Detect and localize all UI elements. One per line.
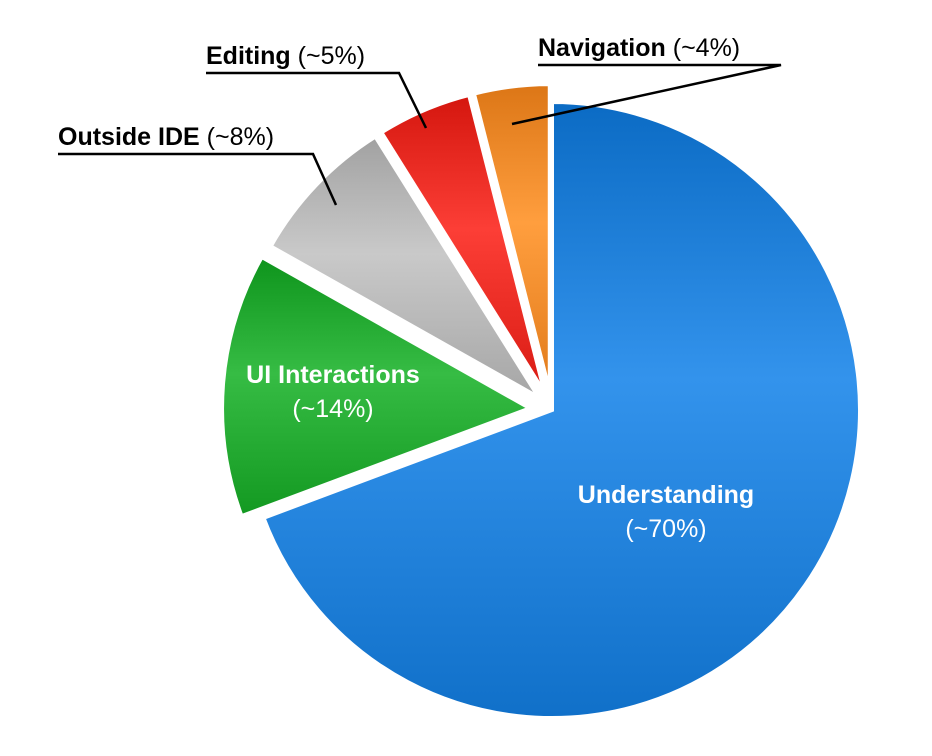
slices-layer	[220, 82, 862, 720]
leader-lines-layer	[58, 63, 782, 206]
slice-ui-interactions	[220, 254, 535, 519]
label-pct-ui-interactions: (~14%)	[292, 395, 373, 423]
slice-editing	[378, 92, 547, 395]
label-navigation: Navigation (~4%)	[538, 34, 740, 62]
label-pct-understanding: (~70%)	[625, 515, 706, 543]
leader-line-editing	[206, 71, 428, 129]
slice-outside-ide	[267, 133, 541, 400]
label-outside-ide: Outside IDE (~8%)	[58, 123, 274, 151]
label-ui-interactions: UI Interactions	[246, 361, 420, 389]
labels-layer: Understanding (~70%) UI Interactions (~14%)…	[58, 34, 754, 543]
label-editing: Editing (~5%)	[206, 42, 365, 70]
leader-line-navigation	[511, 63, 782, 126]
slice-understanding	[260, 99, 862, 720]
leader-line-outside-ide	[58, 152, 338, 206]
slice-navigation	[471, 82, 552, 393]
label-understanding: Understanding	[578, 481, 754, 509]
